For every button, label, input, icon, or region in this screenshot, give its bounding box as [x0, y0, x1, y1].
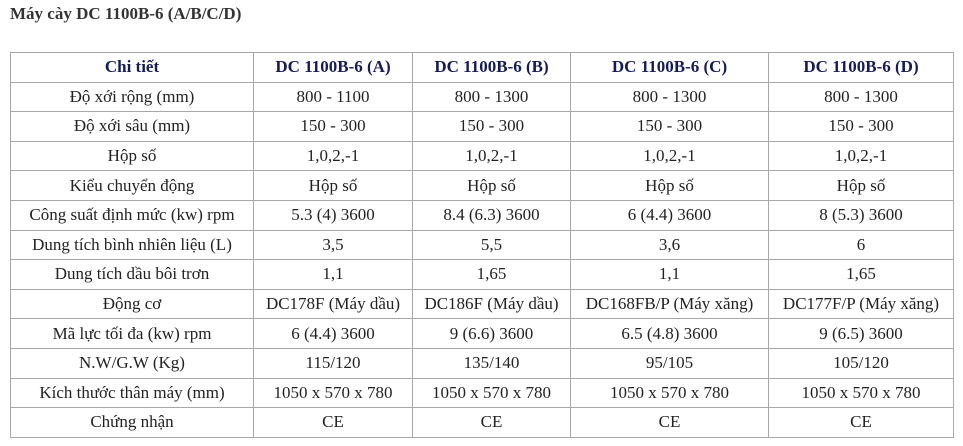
table-cell: 1,0,2,-1: [768, 140, 954, 172]
table-row: Kiểu chuyển động Hộp số Hộp số Hộp số Hộp số: [10, 170, 954, 201]
table-cell: Hộp số: [412, 170, 571, 201]
row-label: N.W/G.W (Kg): [10, 347, 254, 379]
spec-table: Chi tiết DC 1100B-6 (A) DC 1100B-6 (B) DC 1…: [10, 52, 954, 438]
table-cell: 9 (6.6) 3600: [412, 318, 571, 349]
table-cell: DC178F (Máy dầu): [253, 288, 413, 320]
table-cell: DC168FB/P (Máy xăng): [570, 288, 769, 320]
header-cell: DC 1100B-6 (B): [412, 52, 571, 83]
table-cell: 5,5: [412, 229, 571, 261]
table-cell: CE: [768, 407, 954, 438]
table-row: Kích thước thân máy (mm) 1050 x 570 x 780…: [10, 377, 954, 409]
table-cell: CE: [570, 407, 769, 438]
table-cell: 1050 x 570 x 780: [253, 377, 413, 409]
table-cell: 1050 x 570 x 780: [412, 377, 571, 409]
table-row: Công suất định mức (kw) rpm 5.3 (4) 3600 8…: [10, 199, 954, 231]
table-row: Hộp số 1,0,2,-1 1,0,2,-1 1,0,2,-1 1,0,2,-1: [10, 140, 954, 172]
row-label: Độ xới rộng (mm): [10, 81, 254, 113]
table-cell: Hộp số: [768, 170, 954, 201]
header-cell: Chi tiết: [10, 52, 254, 83]
table-cell: CE: [253, 407, 413, 438]
table-cell: 3,6: [570, 229, 769, 261]
table-cell: 6 (4.4) 3600: [570, 199, 769, 231]
table-cell: 115/120: [253, 347, 413, 379]
row-label: Chứng nhận: [10, 407, 254, 438]
table-cell: 8 (5.3) 3600: [768, 199, 954, 231]
table-cell: 95/105: [570, 347, 769, 379]
table-cell: 150 - 300: [412, 111, 571, 142]
table-cell: 1,1: [570, 259, 769, 290]
table-row: Dung tích bình nhiên liệu (L) 3,5 5,5 3,6 6: [10, 229, 954, 261]
table-cell: 1050 x 570 x 780: [768, 377, 954, 409]
table-row: Động cơ DC178F (Máy dầu) DC186F (Máy dầu) D…: [10, 288, 954, 320]
table-cell: 1,65: [412, 259, 571, 290]
table-cell: 5.3 (4) 3600: [253, 199, 413, 231]
table-cell: DC177F/P (Máy xăng): [768, 288, 954, 320]
table-cell: 800 - 1300: [570, 81, 769, 113]
table-cell: 1,0,2,-1: [253, 140, 413, 172]
header-cell: DC 1100B-6 (C): [570, 52, 769, 83]
row-label: Hộp số: [10, 140, 254, 172]
table-cell: DC186F (Máy dầu): [412, 288, 571, 320]
table-cell: 6 (4.4) 3600: [253, 318, 413, 349]
table-row: N.W/G.W (Kg) 115/120 135/140 95/105 105/120: [10, 347, 954, 379]
table-cell: 105/120: [768, 347, 954, 379]
row-label: Độ xới sâu (mm): [10, 111, 254, 142]
table-cell: 150 - 300: [570, 111, 769, 142]
row-label: Mã lực tối đa (kw) rpm: [10, 318, 254, 349]
table-body: Độ xới rộng (mm) 800 - 1100 800 - 1300 800 …: [10, 81, 954, 438]
table-row: Độ xới sâu (mm) 150 - 300 150 - 300 150 - 3…: [10, 111, 954, 142]
table-cell: 135/140: [412, 347, 571, 379]
table-cell: 6.5 (4.8) 3600: [570, 318, 769, 349]
row-label: Công suất định mức (kw) rpm: [10, 199, 254, 231]
table-cell: 1,1: [253, 259, 413, 290]
table-cell: 800 - 1100: [253, 81, 413, 113]
table-row: Dung tích dầu bôi trơn 1,1 1,65 1,1 1,65: [10, 259, 954, 290]
table-cell: 800 - 1300: [768, 81, 954, 113]
table-cell: 150 - 300: [768, 111, 954, 142]
row-label: Kiểu chuyển động: [10, 170, 254, 201]
table-row: Chứng nhận CE CE CE CE: [10, 407, 954, 438]
row-label: Động cơ: [10, 288, 254, 320]
table-cell: 800 - 1300: [412, 81, 571, 113]
table-cell: 8.4 (6.3) 3600: [412, 199, 571, 231]
table-cell: Hộp số: [253, 170, 413, 201]
header-row: Chi tiết DC 1100B-6 (A) DC 1100B-6 (B) DC 1…: [10, 52, 954, 83]
row-label: Dung tích dầu bôi trơn: [10, 259, 254, 290]
table-cell: 150 - 300: [253, 111, 413, 142]
header-cell: DC 1100B-6 (D): [768, 52, 954, 83]
row-label: Kích thước thân máy (mm): [10, 377, 254, 409]
table-cell: 1,0,2,-1: [412, 140, 571, 172]
table-cell: 1050 x 570 x 780: [570, 377, 769, 409]
table-row: Độ xới rộng (mm) 800 - 1100 800 - 1300 800 …: [10, 81, 954, 113]
table-cell: 3,5: [253, 229, 413, 261]
row-label: Dung tích bình nhiên liệu (L): [10, 229, 254, 261]
table-row: Mã lực tối đa (kw) rpm 6 (4.4) 3600 9 (6.6…: [10, 318, 954, 349]
header-cell: DC 1100B-6 (A): [253, 52, 413, 83]
table-cell: Hộp số: [570, 170, 769, 201]
table-cell: CE: [412, 407, 571, 438]
page-title: Máy cày DC 1100B-6 (A/B/C/D): [10, 4, 242, 23]
table-cell: 1,0,2,-1: [570, 140, 769, 172]
table-cell: 6: [768, 229, 954, 261]
table-cell: 9 (6.5) 3600: [768, 318, 954, 349]
table-cell: 1,65: [768, 259, 954, 290]
